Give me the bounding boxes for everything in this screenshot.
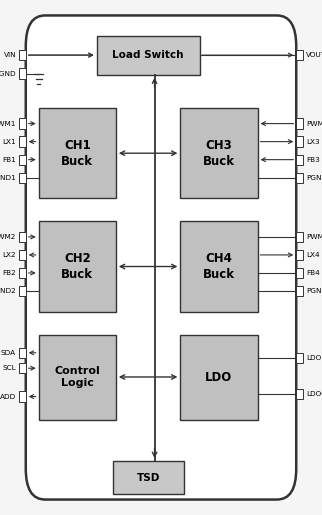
Bar [180, 221, 258, 312]
Text: LX3: LX3 [306, 139, 319, 145]
Text: CH1
Buck: CH1 Buck [61, 139, 93, 168]
Bar [296, 50, 303, 60]
Text: Load Switch: Load Switch [112, 50, 184, 60]
Bar [19, 50, 26, 60]
Bar [296, 232, 303, 242]
Text: PWM2: PWM2 [0, 234, 16, 240]
Bar [19, 118, 26, 129]
Text: PWM3: PWM3 [306, 121, 322, 127]
Bar [19, 363, 26, 373]
Text: FB3: FB3 [306, 157, 320, 163]
Bar [19, 68, 26, 79]
Text: LDOOUT: LDOOUT [306, 391, 322, 397]
Bar [39, 221, 116, 312]
Text: LX2: LX2 [3, 252, 16, 258]
Bar [113, 461, 184, 494]
Bar [39, 335, 116, 420]
Text: FB2: FB2 [2, 270, 16, 276]
Bar [296, 154, 303, 165]
Text: Control
Logic: Control Logic [54, 366, 100, 388]
Text: LX1: LX1 [3, 139, 16, 145]
Text: PGND4: PGND4 [306, 288, 322, 294]
Text: CH2
Buck: CH2 Buck [61, 252, 93, 281]
Text: LDOIN: LDOIN [306, 355, 322, 361]
Text: LDO: LDO [205, 371, 232, 384]
Text: PGND1: PGND1 [0, 175, 16, 181]
Bar [296, 118, 303, 129]
Text: AGND: AGND [0, 71, 16, 77]
Bar [296, 268, 303, 278]
Bar [39, 108, 116, 198]
Text: ADD: ADD [0, 393, 16, 400]
Bar [180, 108, 258, 198]
Text: SCL: SCL [3, 365, 16, 371]
Bar [19, 173, 26, 183]
Bar [19, 136, 26, 147]
Bar [19, 232, 26, 242]
Text: FB4: FB4 [306, 270, 320, 276]
Text: VIN: VIN [4, 52, 16, 58]
Text: TSD: TSD [137, 473, 160, 483]
Bar [296, 286, 303, 296]
Text: PWM4: PWM4 [306, 234, 322, 240]
Bar [19, 268, 26, 278]
Text: PGND2: PGND2 [0, 288, 16, 294]
Text: CH4
Buck: CH4 Buck [203, 252, 235, 281]
Bar [19, 348, 26, 358]
Text: VOUT: VOUT [306, 52, 322, 58]
Bar [296, 353, 303, 363]
Bar [180, 335, 258, 420]
Text: SDA: SDA [1, 350, 16, 356]
Bar [296, 173, 303, 183]
Text: LX4: LX4 [306, 252, 319, 258]
Bar [19, 250, 26, 260]
Text: PWM1: PWM1 [0, 121, 16, 127]
Bar [97, 36, 200, 75]
Bar [19, 154, 26, 165]
Text: CH3
Buck: CH3 Buck [203, 139, 235, 168]
Bar [296, 250, 303, 260]
Bar [19, 391, 26, 402]
Text: PGND3: PGND3 [306, 175, 322, 181]
Bar [296, 389, 303, 399]
Bar [19, 286, 26, 296]
Bar [296, 136, 303, 147]
FancyBboxPatch shape [26, 15, 296, 500]
Text: FB1: FB1 [2, 157, 16, 163]
